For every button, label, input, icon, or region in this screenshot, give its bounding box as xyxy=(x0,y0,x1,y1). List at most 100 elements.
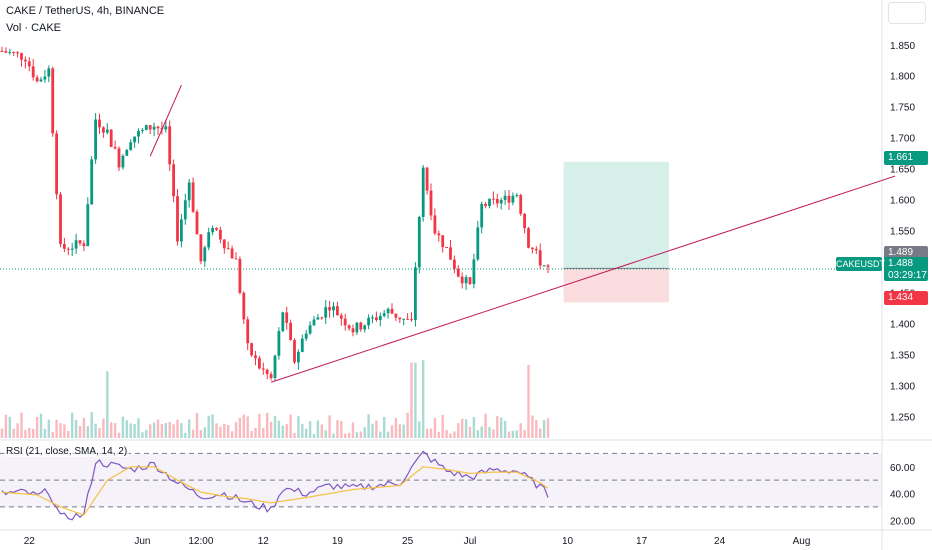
volume-bar xyxy=(78,426,82,438)
candle-body xyxy=(176,196,179,242)
candle-body xyxy=(86,204,90,247)
volume-bar xyxy=(4,414,8,438)
candle-body xyxy=(70,248,74,250)
bar-countdown: 03:29:17 xyxy=(888,270,927,281)
candle-body xyxy=(503,195,507,200)
volume-bar xyxy=(398,424,401,438)
candle-body xyxy=(507,195,511,203)
volume-bar xyxy=(515,430,518,438)
volume-bar xyxy=(28,427,31,438)
volume-bar xyxy=(500,417,503,438)
candle-body xyxy=(125,149,129,156)
volume-bar xyxy=(160,423,164,438)
candle-body xyxy=(289,322,292,341)
candle-body xyxy=(238,258,242,293)
candle-body xyxy=(484,203,487,206)
volume-bar xyxy=(531,415,534,438)
symbol-price-tag: CAKEUSDT xyxy=(836,257,886,271)
volume-bar xyxy=(211,414,214,438)
candle-body xyxy=(511,195,515,203)
volume-bar xyxy=(20,412,23,438)
candle-body xyxy=(480,203,484,228)
volume-bar xyxy=(269,421,273,438)
candle-body xyxy=(129,142,133,150)
volume-bar xyxy=(347,432,351,438)
candle-body xyxy=(429,190,433,216)
symbol-title[interactable]: CAKE / TetherUS, 4h, BINANCE xyxy=(6,5,165,17)
rally-trendline xyxy=(149,84,182,157)
volume-bar xyxy=(402,424,405,438)
candle-body xyxy=(414,267,417,321)
volume-bar xyxy=(386,431,390,438)
candle-body xyxy=(199,234,203,262)
candle-body xyxy=(16,52,19,54)
volume-bar xyxy=(0,428,4,438)
candle-body xyxy=(519,194,523,214)
volume-bar xyxy=(390,425,394,438)
candle-body xyxy=(47,68,51,77)
volume-bar xyxy=(433,418,437,438)
candle-body xyxy=(66,248,70,250)
candle-body xyxy=(456,268,460,277)
candle-body xyxy=(94,119,97,160)
volume-bar xyxy=(59,423,62,438)
price-tick-label: 1.650 xyxy=(890,165,915,176)
volume-bar xyxy=(503,420,507,438)
candle-body xyxy=(347,325,351,329)
volume-bar xyxy=(277,420,281,438)
candle-body xyxy=(527,228,530,248)
volume-bar xyxy=(242,414,245,438)
volume-bar xyxy=(410,362,413,438)
candle-body xyxy=(339,315,343,319)
volume-legend[interactable]: Vol · CAKE xyxy=(6,22,62,34)
candle-body xyxy=(31,66,35,78)
candle-body xyxy=(355,322,359,333)
volume-bar xyxy=(12,428,15,438)
volume-bar xyxy=(55,419,58,438)
candle-body xyxy=(180,219,183,242)
price-tick-label: 1.300 xyxy=(890,381,915,392)
volume-bar xyxy=(332,433,335,438)
rsi-legend[interactable]: RSI (21, close, SMA, 14, 2) xyxy=(4,446,130,457)
candle-body xyxy=(371,317,374,319)
price-tick-label: 1.700 xyxy=(890,134,915,145)
candle-body xyxy=(242,292,246,320)
candle-body xyxy=(336,306,339,316)
candle-body xyxy=(258,358,261,369)
stop-loss-price-label: 1.434 xyxy=(884,291,928,305)
volume-bar xyxy=(51,432,54,438)
candle-body xyxy=(523,213,526,229)
volume-bar xyxy=(355,432,359,438)
time-tick-label: 12:00 xyxy=(188,536,213,547)
candle-body xyxy=(105,129,109,133)
price-tick-label: 1.400 xyxy=(890,319,915,330)
candle-body xyxy=(472,259,476,285)
candle-body xyxy=(102,127,105,133)
candle-body xyxy=(172,164,175,197)
candle-body xyxy=(363,325,367,330)
volume-bar xyxy=(227,425,230,438)
volume-bar xyxy=(39,413,43,438)
volume-bar xyxy=(453,431,456,438)
candle-body xyxy=(492,198,495,200)
rsi-tick-label: 60.00 xyxy=(890,463,915,474)
candle-body xyxy=(156,126,160,129)
candle-body xyxy=(316,317,320,320)
volume-bar xyxy=(429,428,433,438)
candle-body xyxy=(359,322,363,330)
last-price-label: 1.488 03:29:17 xyxy=(884,257,928,281)
volume-bar xyxy=(250,431,253,438)
volume-bar xyxy=(191,429,195,438)
volume-bar xyxy=(223,423,226,438)
legend-toggle-button[interactable] xyxy=(888,2,926,24)
volume-bar xyxy=(188,419,191,438)
candle-body xyxy=(464,277,468,284)
candle-body xyxy=(137,130,140,137)
volume-bar xyxy=(207,415,210,438)
candle-body xyxy=(195,211,199,235)
volume-bar xyxy=(110,422,113,438)
volume-bar xyxy=(141,432,144,438)
candle-body xyxy=(277,331,281,356)
volume-bar xyxy=(199,429,203,438)
